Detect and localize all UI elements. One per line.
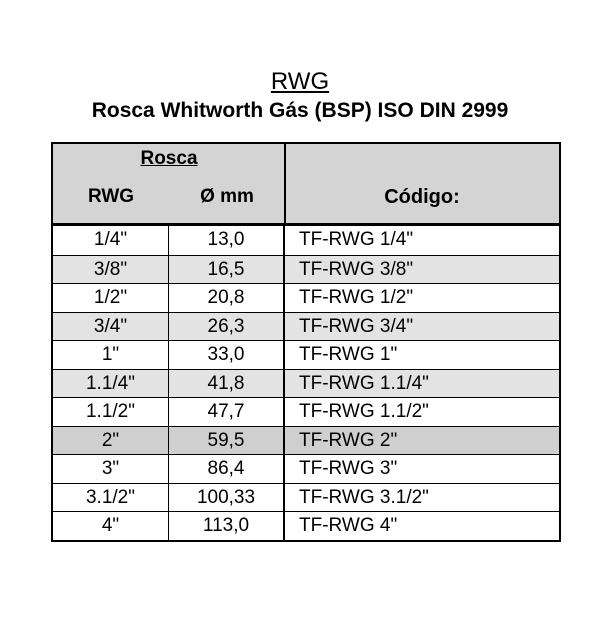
- cell-diameter: 16,5: [169, 255, 285, 283]
- cell-code: TF-RWG 1": [299, 344, 398, 365]
- table-row: 4" 113,0 TF-RWG 4": [53, 511, 559, 540]
- cell-code: TF-RWG 3.1/2": [299, 486, 429, 508]
- table-row: 1/4" 13,0 TF-RWG 1/4": [53, 226, 559, 255]
- cell-diameter: 26,3: [169, 312, 285, 340]
- cell-rwg: 1.1/4": [53, 369, 169, 397]
- table-row: 3.1/2" 100,33 TF-RWG 3.1/2": [53, 482, 559, 511]
- column-header-code: Código:: [384, 186, 460, 208]
- table-row: 1.1/2" 47,7 TF-RWG 1.1/2": [53, 397, 559, 426]
- cell-diameter: 86,4: [169, 455, 285, 483]
- cell-rwg: 3": [53, 455, 169, 483]
- cell-rwg: 2": [53, 426, 169, 454]
- table-row: 1/2" 20,8 TF-RWG 1/2": [53, 283, 559, 312]
- cell-diameter: 20,8: [169, 284, 285, 312]
- cell-code: TF-RWG 1/4": [299, 229, 414, 250]
- cell-rwg: 1/4": [53, 226, 169, 255]
- cell-rwg: 1/2": [53, 284, 169, 312]
- page-title: RWG: [270, 68, 330, 95]
- table-row: 3" 86,4 TF-RWG 3": [53, 454, 559, 483]
- table-body: 1/4" 13,0 TF-RWG 1/4" 3/8" 16,5 TF-RWG 3/8" 1/…: [53, 226, 559, 540]
- cell-code: TF-RWG 3": [299, 458, 398, 479]
- table-header: Rosca RWG Ø mm Código:: [53, 144, 559, 226]
- thread-table: Rosca RWG Ø mm Código: 1/4" 13,0 TF-RWG 1/…: [51, 142, 561, 542]
- column-header-rwg: RWG: [87, 186, 135, 207]
- cell-diameter: 33,0: [169, 341, 285, 369]
- page-subtitle: Rosca Whitworth Gás (BSP) ISO DIN 2999: [91, 99, 509, 122]
- cell-code: TF-RWG 4": [299, 515, 398, 536]
- cell-diameter: 100,33: [169, 483, 285, 511]
- cell-rwg: 1.1/2": [53, 398, 169, 426]
- cell-code: TF-RWG 1/2": [299, 287, 414, 308]
- cell-diameter: 47,7: [169, 398, 285, 426]
- cell-rwg: 3.1/2": [53, 483, 169, 511]
- cell-code: TF-RWG 2": [299, 429, 398, 451]
- table-row: 3/8" 16,5 TF-RWG 3/8": [53, 254, 559, 283]
- cell-diameter: 41,8: [169, 369, 285, 397]
- cell-code: TF-RWG 3/8": [299, 258, 414, 280]
- header-divider: [284, 144, 286, 223]
- table-row: 1.1/4" 41,8 TF-RWG 1.1/4": [53, 368, 559, 397]
- cell-diameter: 113,0: [169, 512, 285, 540]
- table-row: 3/4" 26,3 TF-RWG 3/4": [53, 311, 559, 340]
- cell-diameter: 13,0: [169, 226, 285, 255]
- table-row: 1" 33,0 TF-RWG 1": [53, 340, 559, 369]
- cell-rwg: 3/4": [53, 312, 169, 340]
- cell-diameter: 59,5: [169, 426, 285, 454]
- group-header-rosca: Rosca: [140, 148, 198, 169]
- cell-code: TF-RWG 3/4": [299, 315, 414, 337]
- cell-code: TF-RWG 1.1/4": [299, 372, 429, 394]
- cell-rwg: 4": [53, 512, 169, 540]
- cell-rwg: 1": [53, 341, 169, 369]
- column-header-diameter: Ø mm: [200, 186, 254, 207]
- table-row: 2" 59,5 TF-RWG 2": [53, 425, 559, 454]
- cell-code: TF-RWG 1.1/2": [299, 401, 429, 422]
- cell-rwg: 3/8": [53, 255, 169, 283]
